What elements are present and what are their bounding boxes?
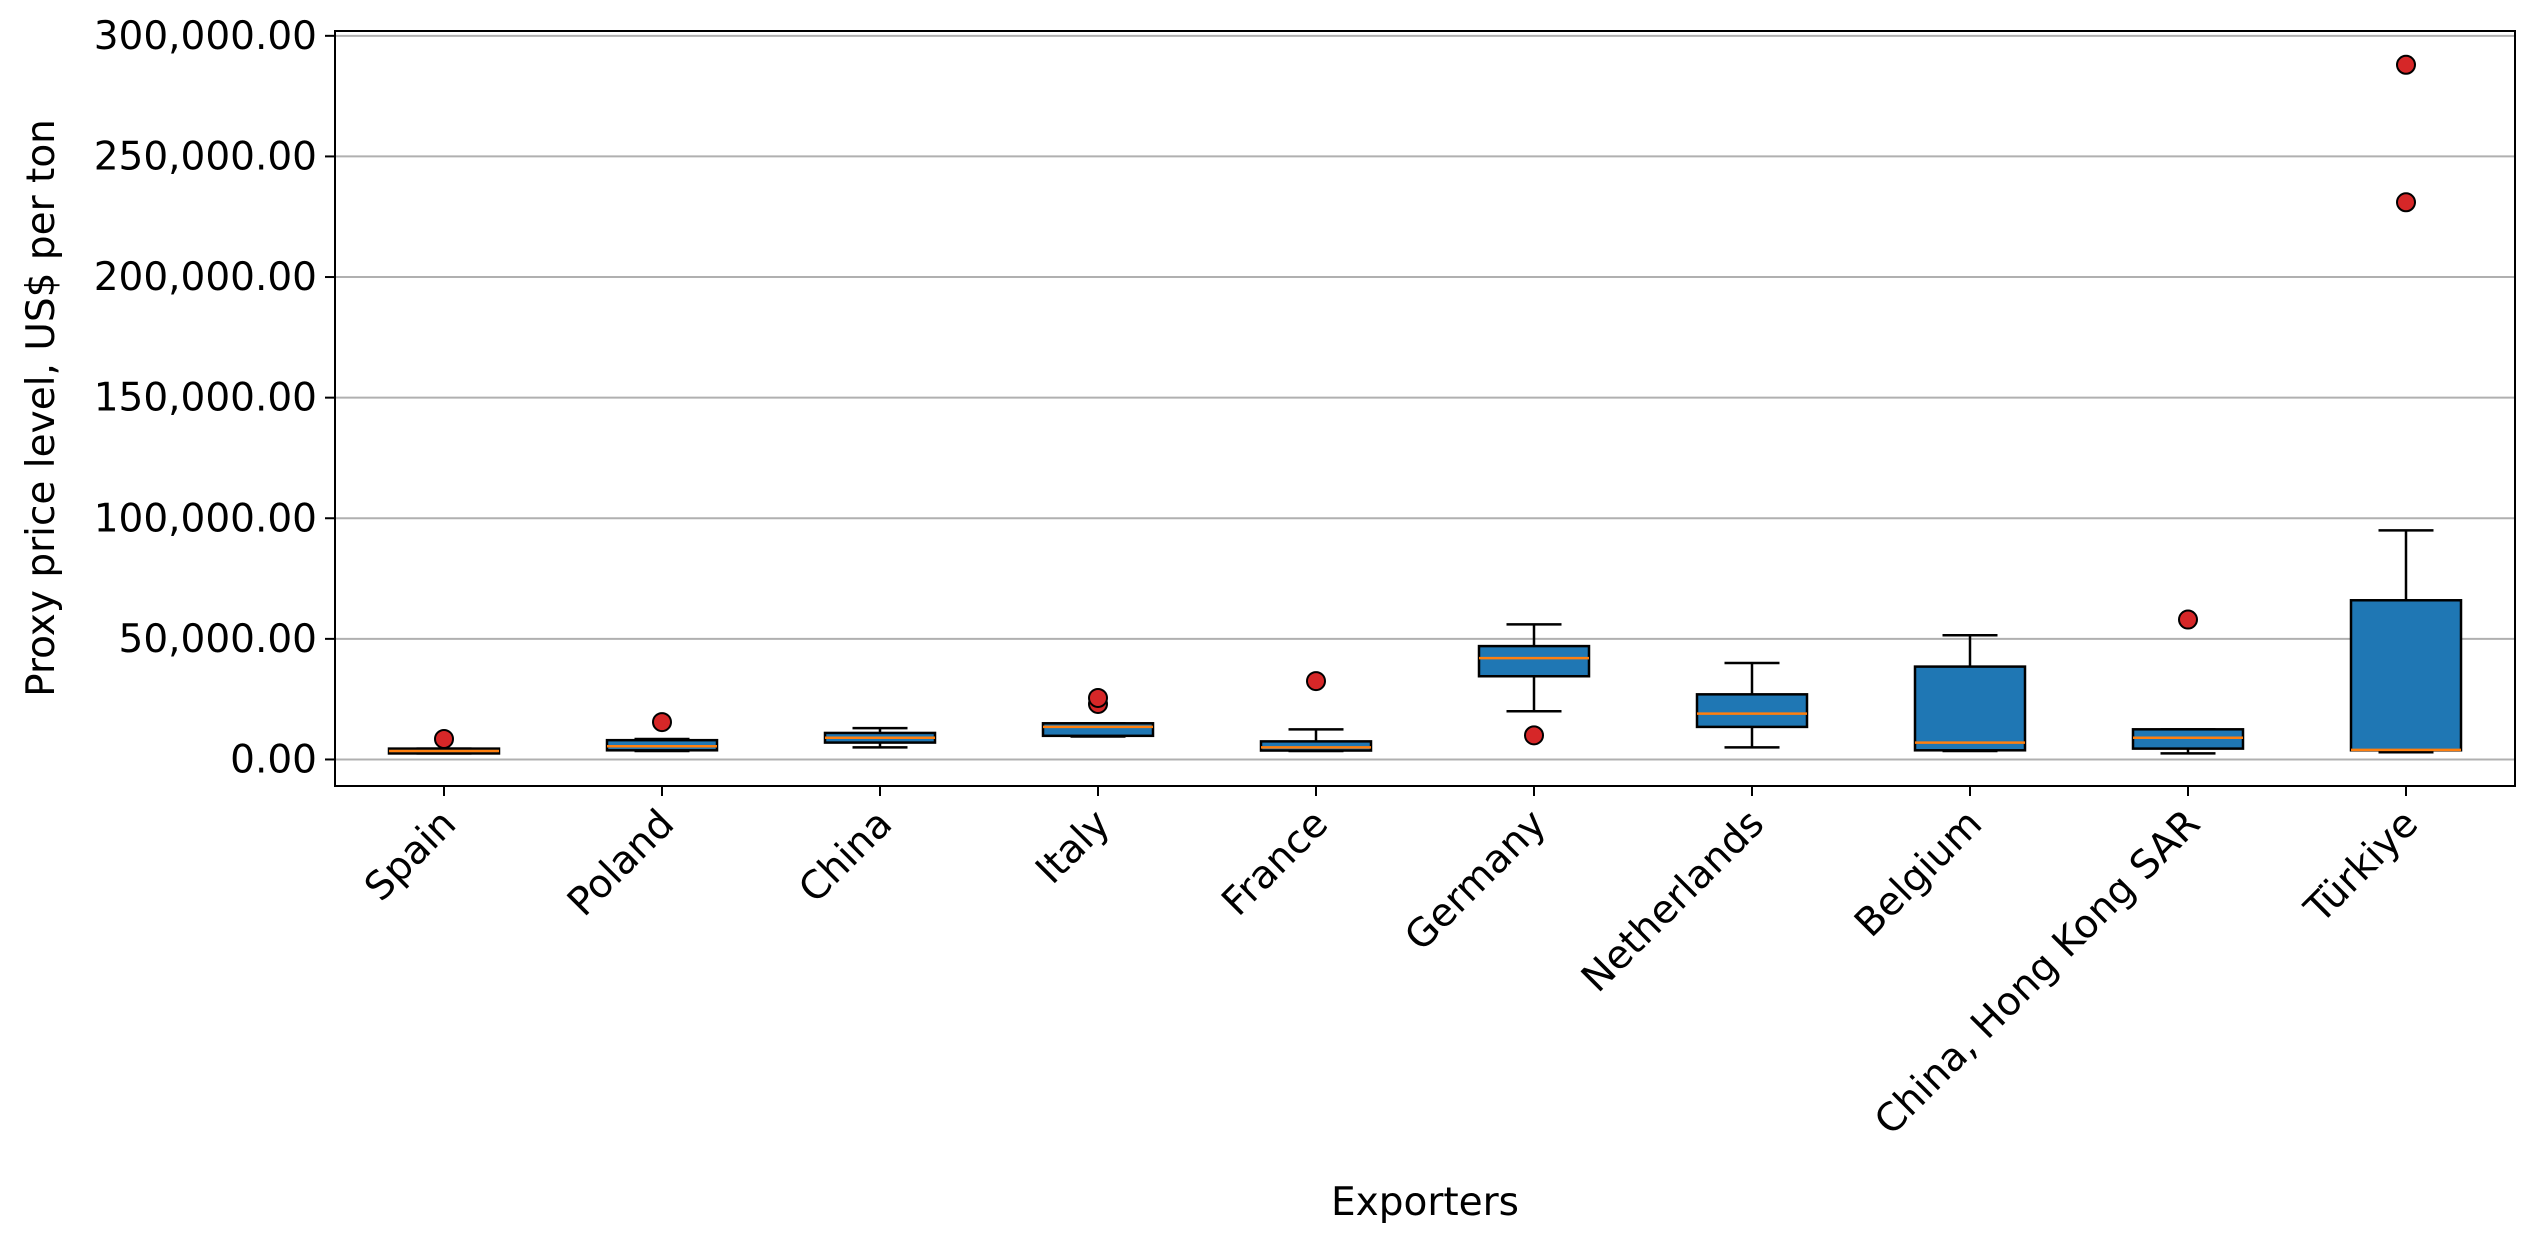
box-group-france — [1259, 671, 1373, 753]
plot-area-frame — [334, 30, 2516, 787]
x-tick-label: Spain — [356, 801, 465, 910]
x-tick-label: Germany — [1396, 801, 1555, 960]
box-group-spain — [387, 728, 501, 755]
gridlines — [335, 34, 2515, 761]
outlier-point — [1524, 725, 1544, 746]
x-tick-label: Italy — [1027, 801, 1119, 893]
y-tick-label: 250,000.00 — [94, 134, 317, 179]
x-tick-label: China — [790, 801, 901, 912]
outlier-point — [2396, 54, 2416, 75]
y-axis-title: Proxy price level, US$ per ton — [19, 119, 64, 697]
outlier-point — [1306, 671, 1326, 692]
y-tick-label: 50,000.00 — [119, 617, 318, 662]
x-tick-label: Netherlands — [1573, 801, 1773, 1001]
box-group-germany — [1477, 623, 1591, 746]
outlier-point — [2396, 192, 2416, 213]
box-series — [387, 54, 2463, 755]
outlier-point — [1088, 687, 1108, 708]
box-group-t-rkiye — [2349, 54, 2463, 754]
x-axis-title: Exporters — [1331, 1180, 1519, 1225]
box-iqr — [1041, 722, 1155, 738]
y-tick-label: 200,000.00 — [94, 255, 317, 300]
box-group-china — [823, 726, 937, 749]
x-tick-label: Türkiye — [2296, 801, 2427, 932]
box-iqr — [1695, 693, 1809, 729]
box-iqr — [1259, 740, 1373, 752]
box-group-belgium — [1913, 633, 2027, 753]
outlier-point — [652, 712, 672, 733]
y-tick-label: 300,000.00 — [94, 14, 317, 59]
box-group-china-hong-kong-sar — [2131, 609, 2245, 755]
y-tick-label: 0.00 — [230, 737, 317, 782]
y-tick-label: 100,000.00 — [94, 496, 317, 541]
box-group-poland — [605, 712, 719, 753]
box-group-italy — [1041, 687, 1155, 738]
x-axis-ticks: Spain Poland China Italy France Germany Nether… — [356, 786, 2427, 1144]
x-tick-label: Belgium — [1846, 801, 1991, 946]
y-tick-label: 150,000.00 — [94, 376, 317, 421]
box-group-netherlands — [1695, 661, 1809, 749]
box-iqr — [1477, 644, 1591, 678]
outlier-point — [434, 728, 454, 749]
outlier-point — [2178, 609, 2198, 630]
x-tick-label: Poland — [559, 801, 683, 925]
x-tick-label: France — [1214, 801, 1338, 925]
y-axis-ticks: 0.00 50,000.00 100,000.00 150,000.00 200,000… — [94, 14, 335, 782]
box-iqr — [2349, 599, 2463, 752]
box-iqr — [1913, 665, 2027, 752]
